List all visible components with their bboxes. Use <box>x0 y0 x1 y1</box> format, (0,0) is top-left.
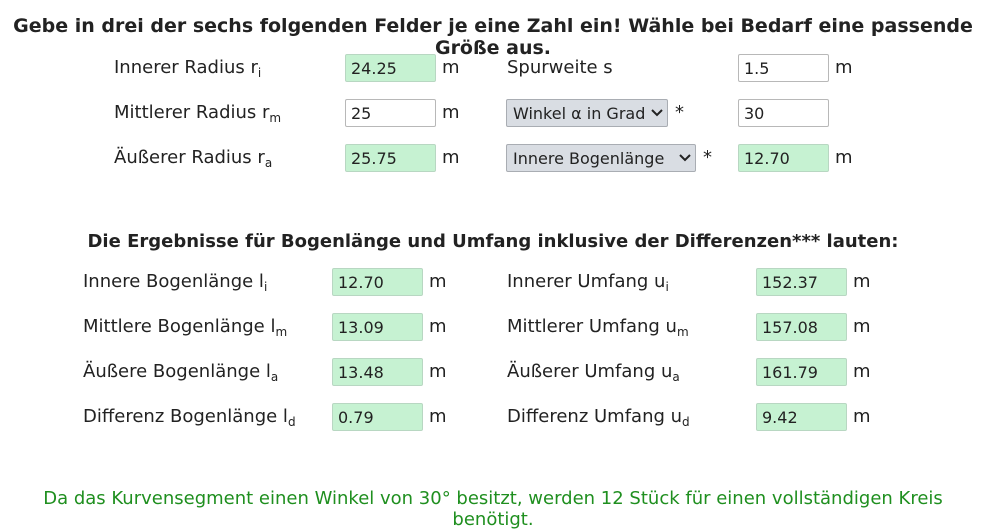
outer-circumference-unit: m <box>853 361 871 382</box>
inner-arc-output[interactable] <box>332 268 423 296</box>
segment-count-message: Da das Kurvensegment einen Winkel von 30… <box>43 488 943 530</box>
middle-circumference-unit: m <box>853 316 871 337</box>
track-width-unit: m <box>835 57 853 78</box>
inner-radius-label: Innerer Radius ri <box>114 57 262 80</box>
results-title: Die Ergebnisse für Bogenlänge und Umfang… <box>87 231 899 252</box>
inner-circumference-unit: m <box>853 271 871 292</box>
track-width-input[interactable] <box>738 54 829 82</box>
middle-arc-unit: m <box>429 316 447 337</box>
angle-input[interactable] <box>738 99 829 127</box>
middle-circumference-label: Mittlerer Umfang um <box>507 316 689 339</box>
middle-circumference-output[interactable] <box>756 313 847 341</box>
angle-type-select-value: Winkel α in Grad <box>513 103 646 123</box>
inner-circumference-label: Innerer Umfang ui <box>507 271 669 294</box>
chevron-down-icon <box>679 154 691 162</box>
diff-circumference-unit: m <box>853 406 871 427</box>
outer-circumference-output[interactable] <box>756 358 847 386</box>
arc-input[interactable] <box>738 144 829 172</box>
outer-radius-label: Äußerer Radius ra <box>114 147 273 170</box>
arc-type-select-value: Innere Bogenlänge <box>513 148 665 168</box>
middle-arc-label: Mittlere Bogenlänge lm <box>83 316 288 339</box>
inner-radius-unit: m <box>442 57 460 78</box>
inner-circumference-output[interactable] <box>756 268 847 296</box>
arc-unit: m <box>835 147 853 168</box>
outer-arc-output[interactable] <box>332 358 423 386</box>
page-title: Gebe in drei der sechs folgenden Felder … <box>13 15 973 59</box>
inner-arc-label: Innere Bogenlänge li <box>83 271 268 294</box>
track-width-label: Spurweite s <box>507 57 613 78</box>
outer-radius-input[interactable] <box>345 144 436 172</box>
diff-arc-label: Differenz Bogenlänge ld <box>83 406 296 429</box>
middle-radius-unit: m <box>442 102 460 123</box>
outer-circumference-label: Äußerer Umfang ua <box>507 361 680 384</box>
inner-radius-input[interactable] <box>345 54 436 82</box>
angle-type-select[interactable]: Winkel α in Grad <box>506 99 668 127</box>
outer-arc-label: Äußere Bogenlänge la <box>83 361 279 384</box>
middle-arc-output[interactable] <box>332 313 423 341</box>
diff-circumference-output[interactable] <box>756 403 847 431</box>
middle-radius-input[interactable] <box>345 99 436 127</box>
arc-required-marker: * <box>703 147 712 168</box>
angle-required-marker: * <box>675 102 684 123</box>
diff-circumference-label: Differenz Umfang ud <box>507 406 690 429</box>
inner-arc-unit: m <box>429 271 447 292</box>
middle-radius-label: Mittlerer Radius rm <box>114 102 282 125</box>
diff-arc-unit: m <box>429 406 447 427</box>
arc-type-select[interactable]: Innere Bogenlänge <box>506 144 696 172</box>
outer-arc-unit: m <box>429 361 447 382</box>
chevron-down-icon <box>651 109 663 117</box>
diff-arc-output[interactable] <box>332 403 423 431</box>
outer-radius-unit: m <box>442 147 460 168</box>
